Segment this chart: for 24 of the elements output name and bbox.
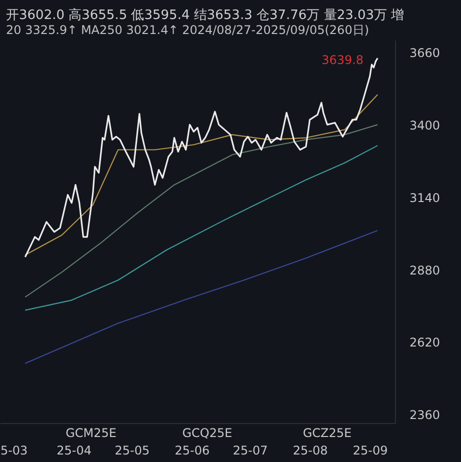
- line-series: [24, 230, 378, 364]
- y-tick-label: 2880: [410, 263, 440, 278]
- x2-tick-label: GCQ25E: [182, 426, 232, 440]
- x-tick-label: 25-09: [352, 444, 388, 458]
- line-series: [24, 124, 378, 298]
- y-tick-label: 3140: [410, 190, 440, 205]
- x-tick-label: 25-06: [174, 444, 210, 458]
- x-tick-label: 25-07: [232, 444, 268, 458]
- x-tick-label: 5-03: [0, 444, 28, 458]
- x-tick-label: 25-08: [292, 444, 328, 458]
- y-tick-label: 3660: [410, 46, 440, 60]
- y-tick-label: 2620: [410, 336, 440, 350]
- y-tick-label: 3400: [410, 118, 440, 132]
- y-tick-label: 2360: [410, 408, 440, 422]
- x-tick-label: 25-04: [56, 444, 92, 458]
- x2-tick-label: GCZ25E: [302, 426, 352, 440]
- chart-subtitle: 20 3325.9↑ MA250 3021.4↑ 2024/08/27-2025/09/05(260日): [6, 23, 370, 37]
- x2-tick-label: GCM25E: [66, 426, 116, 440]
- annotation: 3639.8: [322, 53, 364, 68]
- x-tick-label: 25-05: [114, 444, 150, 458]
- line-series: [24, 145, 378, 311]
- chart-title: 开3602.0 高3655.5 低3595.4 结3653.3 仓37.76万 量23.03万 增: [6, 7, 404, 23]
- line-series: [24, 57, 378, 258]
- line-series: [24, 94, 378, 256]
